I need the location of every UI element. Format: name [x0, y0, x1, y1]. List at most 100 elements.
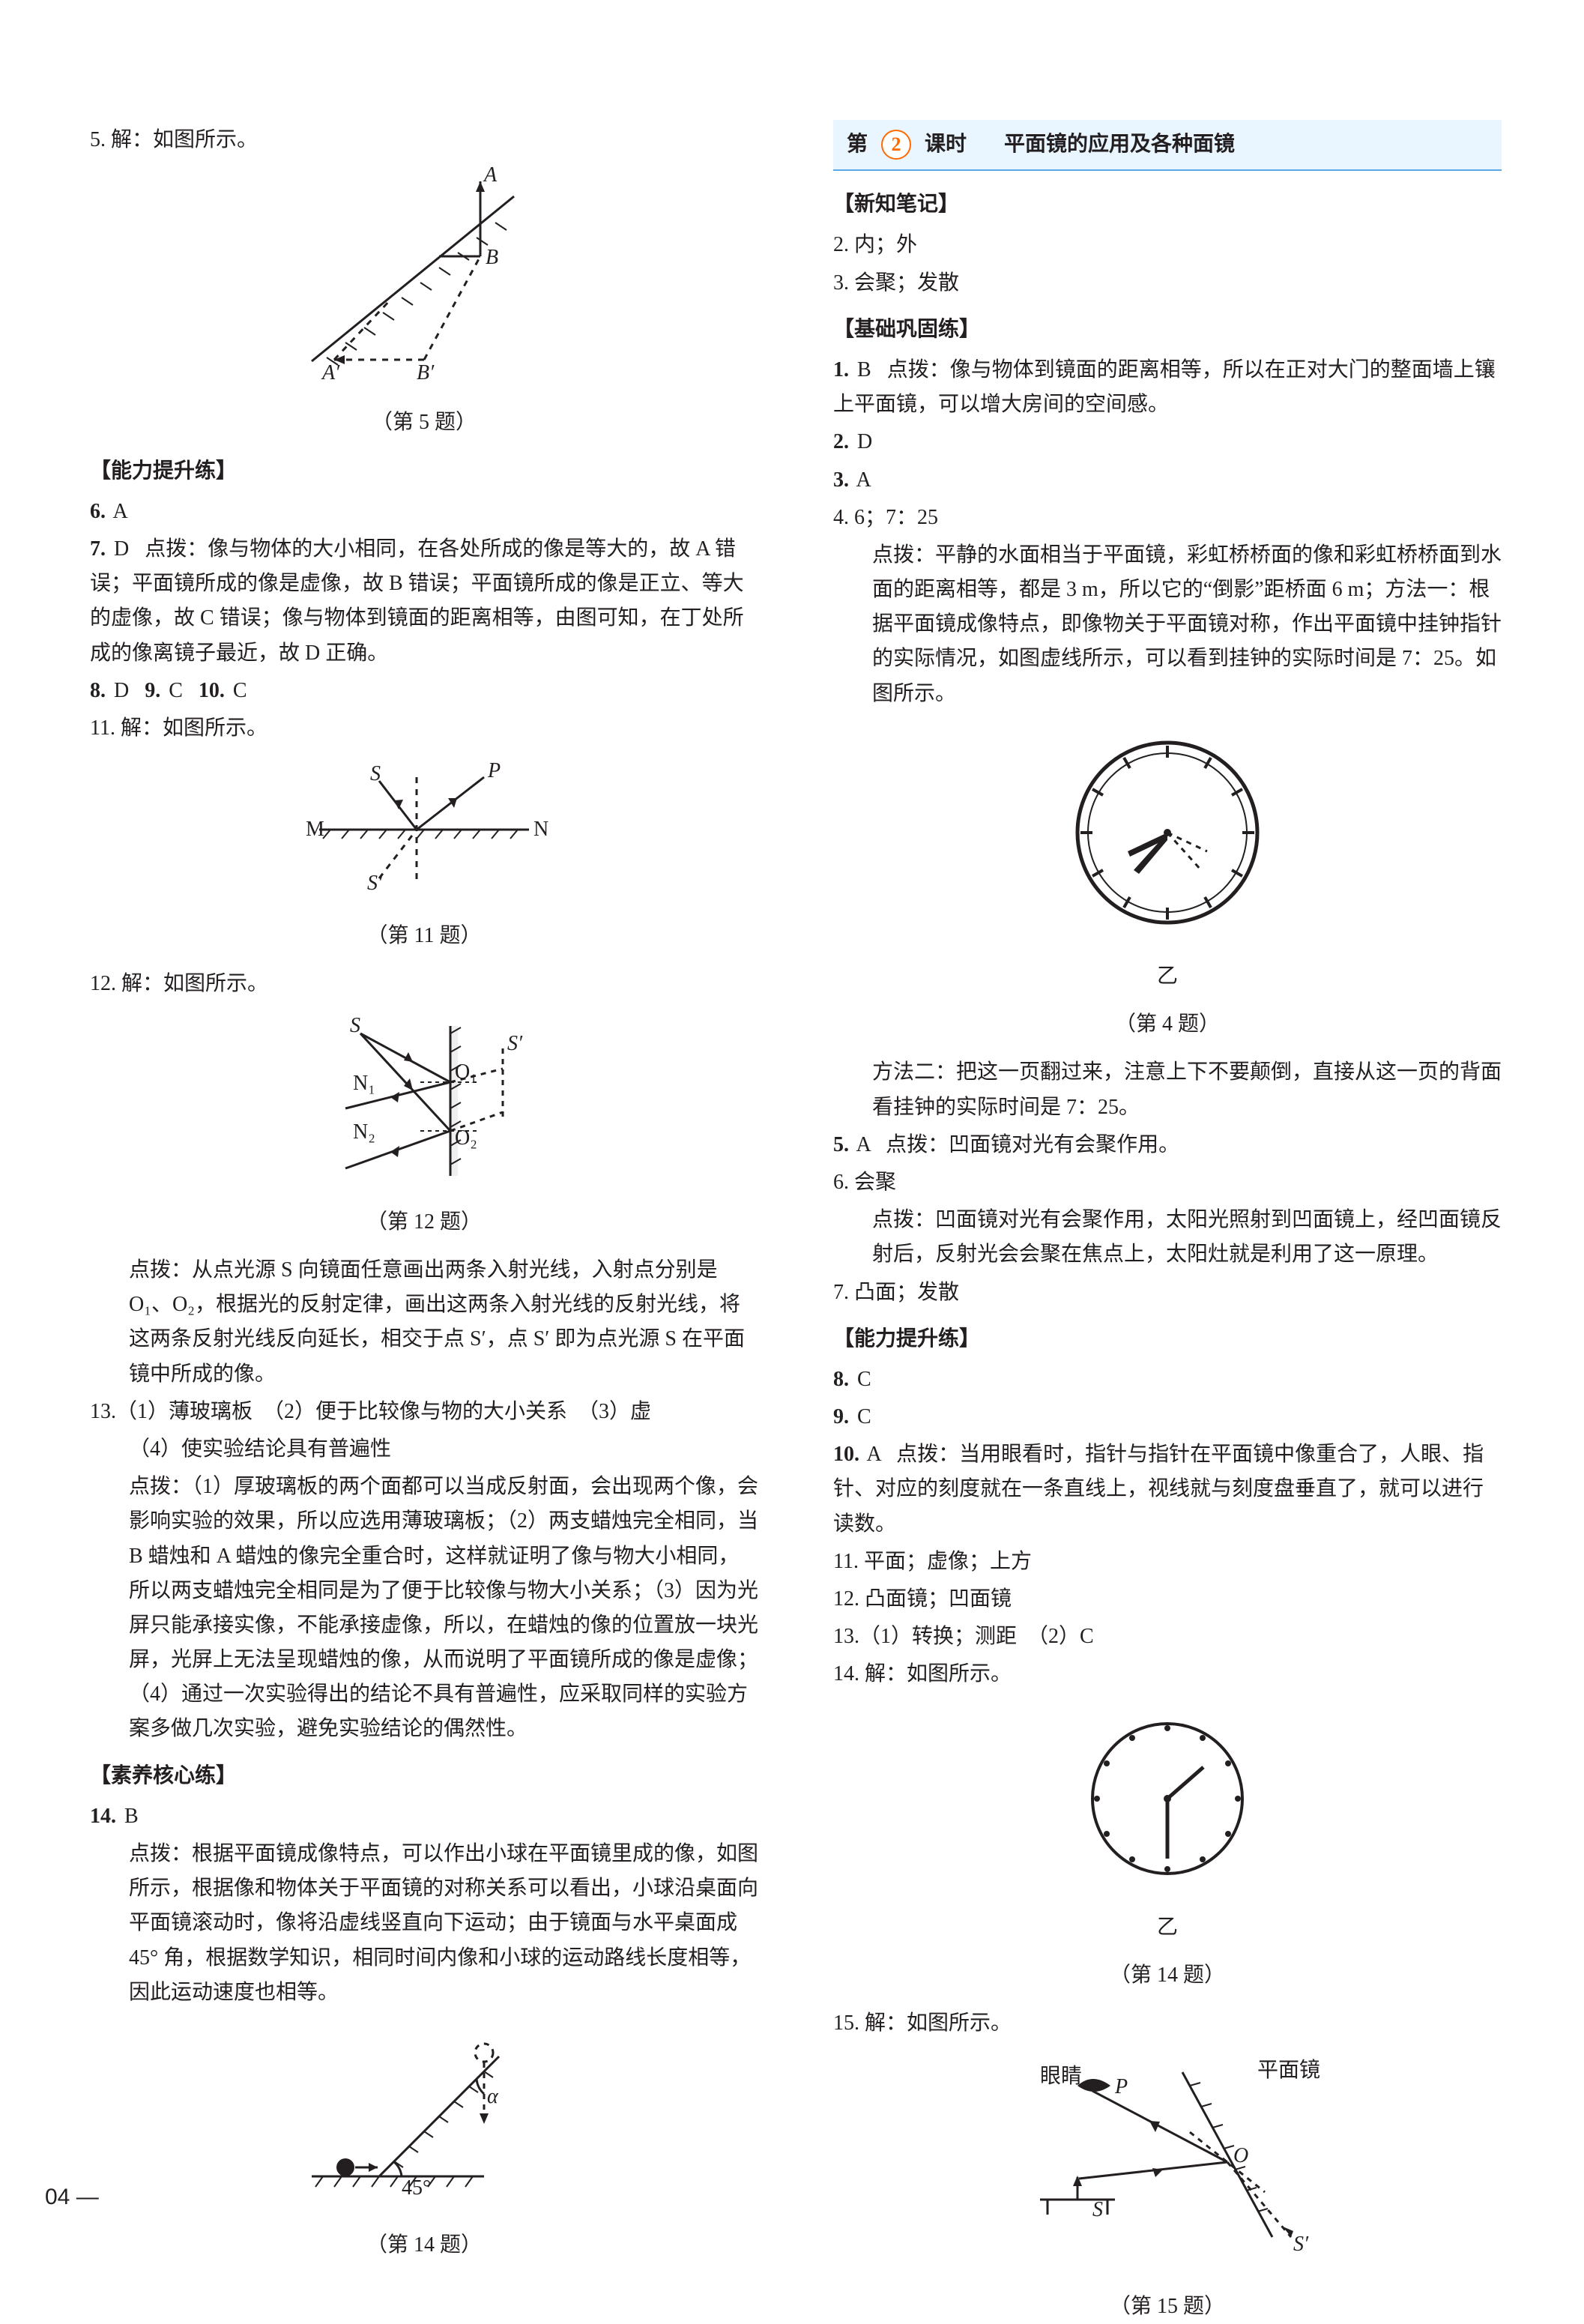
r-q5-note: 点拨：凹面镜对光有会聚作用。: [886, 1133, 1179, 1156]
q8-10: 8. D 9. C 10. C: [90, 674, 758, 708]
r-q5-ans: A: [856, 1133, 870, 1156]
q6-ans: A: [112, 500, 127, 523]
r-q13: 13.（1）转换；测距 （2）C: [833, 1620, 1502, 1654]
r-q1-note: 点拨：像与物体到镜面的距离相等，所以在正对大门的整面墙上镶上平面镜，可以增大房间…: [833, 358, 1496, 416]
r-q4-note: 点拨：平静的水面相当于平面镜，彩虹桥桥面的像和彩虹桥桥面到水面的距离相等，都是 …: [833, 538, 1502, 711]
q9-num: 9.: [145, 679, 160, 702]
figure-15: 眼睛 平面镜 P O S S′: [833, 2050, 1502, 2286]
lesson-title-text: 平面镜的应用及各种面镜: [1004, 127, 1235, 162]
section-ability-right: 【能力提升练】: [833, 1322, 1502, 1356]
q11-label: 11. 解：如图所示。: [90, 711, 758, 746]
r-q11: 11. 平面；虚像；上方: [833, 1545, 1502, 1579]
figure-15-caption: （第 15 题）: [833, 2290, 1502, 2324]
svg-text:平面镜: 平面镜: [1257, 2058, 1320, 2082]
page: 5. 解：如图所示。: [0, 0, 1584, 2253]
lesson-word: 课时: [925, 127, 967, 162]
figure-4-letter: 乙: [833, 959, 1502, 994]
figure-4-caption: （第 4 题）: [833, 1007, 1502, 1042]
r-q8: 8. C: [833, 1362, 1502, 1397]
figure-5-caption: （第 5 题）: [90, 405, 758, 440]
r-q9-ans: C: [857, 1405, 871, 1428]
svg-text:O: O: [1233, 2144, 1248, 2167]
q14-num: 14.: [90, 1805, 116, 1828]
r-q9-num: 9.: [833, 1405, 849, 1428]
r-q5: 5. A 点拨：凹面镜对光有会聚作用。: [833, 1128, 1502, 1162]
svg-text:N₂: N₂: [353, 1120, 375, 1144]
r-q10: 10. A 点拨：当用眼看时，指针与指针在平面镜中像重合了，人眼、指针、对应的刻…: [833, 1437, 1502, 1542]
figure-14-left: 45° α: [90, 2019, 758, 2225]
svg-text:B′: B′: [417, 361, 435, 384]
svg-text:S: S: [370, 762, 381, 785]
q14-note: 点拨：根据平面镜成像特点，可以作出小球在平面镜里成的像，如图所示，根据像和物体关…: [90, 1837, 758, 2010]
svg-text:M: M: [306, 818, 324, 841]
q14: 14. B: [90, 1799, 758, 1834]
q6-num: 6.: [90, 500, 106, 523]
r-q3-num: 3.: [833, 468, 849, 492]
svg-text:A: A: [483, 166, 498, 187]
q12-note: 点拨：从点光源 S 向镜面任意画出两条入射光线，入射点分别是 O₁、O₂，根据光…: [90, 1253, 758, 1392]
r-q12: 12. 凸面镜；凹面镜: [833, 1582, 1502, 1617]
r-q10-note: 点拨：当用眼看时，指针与指针在平面镜中像重合了，人眼、指针、对应的刻度就在一条直…: [833, 1443, 1484, 1535]
q8-num: 8.: [90, 679, 106, 702]
svg-text:45°: 45°: [402, 2176, 431, 2200]
r-q1-num: 1.: [833, 358, 849, 381]
svg-text:P: P: [1114, 2075, 1128, 2098]
figure-14-right-caption: （第 14 题）: [833, 1958, 1502, 1993]
q10-num: 10.: [199, 679, 225, 702]
figure-14-left-caption: （第 14 题）: [90, 2228, 758, 2263]
figure-11-caption: （第 11 题）: [90, 919, 758, 953]
r-n2: 2. 内；外: [833, 228, 1502, 262]
r-q6: 6. 会聚: [833, 1165, 1502, 1200]
q13-note: 点拨：（1）厚玻璃板的两个面都可以当成反射面，会出现两个像，会影响实验的效果，所…: [90, 1470, 758, 1747]
section-ability-left: 【能力提升练】: [90, 454, 758, 489]
figure-14-right-clock: [833, 1701, 1502, 1907]
r-q8-ans: C: [857, 1368, 871, 1391]
r-q5-num: 5.: [833, 1133, 849, 1156]
r-q4-note2: 方法二：把这一页翻过来，注意上下不要颠倒，直接从这一页的背面看挂钟的实际时间是 …: [833, 1055, 1502, 1124]
q14-ans: B: [124, 1805, 139, 1828]
lesson-title: 第 2 课时 平面镜的应用及各种面镜: [833, 120, 1502, 171]
figure-14-right-letter: 乙: [833, 1910, 1502, 1945]
r-q3: 3. A: [833, 463, 1502, 498]
r-n3: 3. 会聚；发散: [833, 266, 1502, 301]
svg-text:S: S: [350, 1014, 360, 1037]
lesson-number-badge: 2: [881, 130, 911, 160]
q7-num: 7.: [90, 537, 106, 561]
figure-11: S P M N S′: [90, 755, 758, 916]
right-column: 第 2 课时 平面镜的应用及各种面镜 【新知笔记】 2. 内；外 3. 会聚；发…: [826, 120, 1502, 2208]
q8-ans: D: [114, 679, 129, 702]
figure-5: A B A′ B′: [90, 166, 758, 402]
svg-text:眼睛: 眼睛: [1040, 2064, 1082, 2088]
q7: 7. D 点拨：像与物体的大小相同，在各处所成的像是等大的，故 A 错误；平面镜…: [90, 532, 758, 671]
r-q14-label: 14. 解：如图所示。: [833, 1657, 1502, 1691]
svg-text:α: α: [487, 2085, 499, 2108]
q9-ans: C: [169, 679, 183, 702]
q5-label: 5. 解：如图所示。: [90, 123, 758, 157]
r-q1: 1. B 点拨：像与物体到镜面的距离相等，所以在正对大门的整面墙上镶上平面镜，可…: [833, 353, 1502, 422]
r-q6-note: 点拨：凹面镜对光有会聚作用，太阳光照射到凹面镜上，经凹面镜反射后，反射光会会聚在…: [833, 1203, 1502, 1272]
r-q8-num: 8.: [833, 1368, 849, 1391]
svg-text:S: S: [1092, 2198, 1103, 2221]
svg-text:N₁: N₁: [353, 1072, 375, 1095]
lesson-prefix: 第: [847, 127, 868, 162]
section-core: 【素养核心练】: [90, 1759, 758, 1793]
page-number: 04 —: [45, 2179, 99, 2216]
q7-note: 点拨：像与物体的大小相同，在各处所成的像是等大的，故 A 错误；平面镜所成的像是…: [90, 537, 744, 665]
q6: 6. A: [90, 495, 758, 529]
q10-ans: C: [233, 679, 247, 702]
r-q7: 7. 凸面；发散: [833, 1276, 1502, 1310]
r-q1-ans: B: [857, 358, 871, 381]
svg-text:P: P: [487, 759, 501, 782]
r-q2: 2. D: [833, 425, 1502, 459]
figure-12: S S′ N₁ N₂ O₁ O₂: [90, 1011, 758, 1202]
q12-label: 12. 解：如图所示。: [90, 967, 758, 1001]
page-number-value: 04: [45, 2185, 70, 2209]
section-base: 【基础巩固练】: [833, 313, 1502, 347]
svg-text:O₂: O₂: [455, 1126, 477, 1150]
r-q15-label: 15. 解：如图所示。: [833, 2006, 1502, 2041]
q13-line1: 13.（1）薄玻璃板 （2）便于比较像与物的大小关系 （3）虚: [90, 1395, 758, 1429]
left-column: 5. 解：如图所示。: [90, 120, 766, 2208]
section-new: 【新知笔记】: [833, 187, 1502, 222]
r-q3-ans: A: [856, 468, 871, 492]
r-q10-num: 10.: [833, 1443, 859, 1466]
